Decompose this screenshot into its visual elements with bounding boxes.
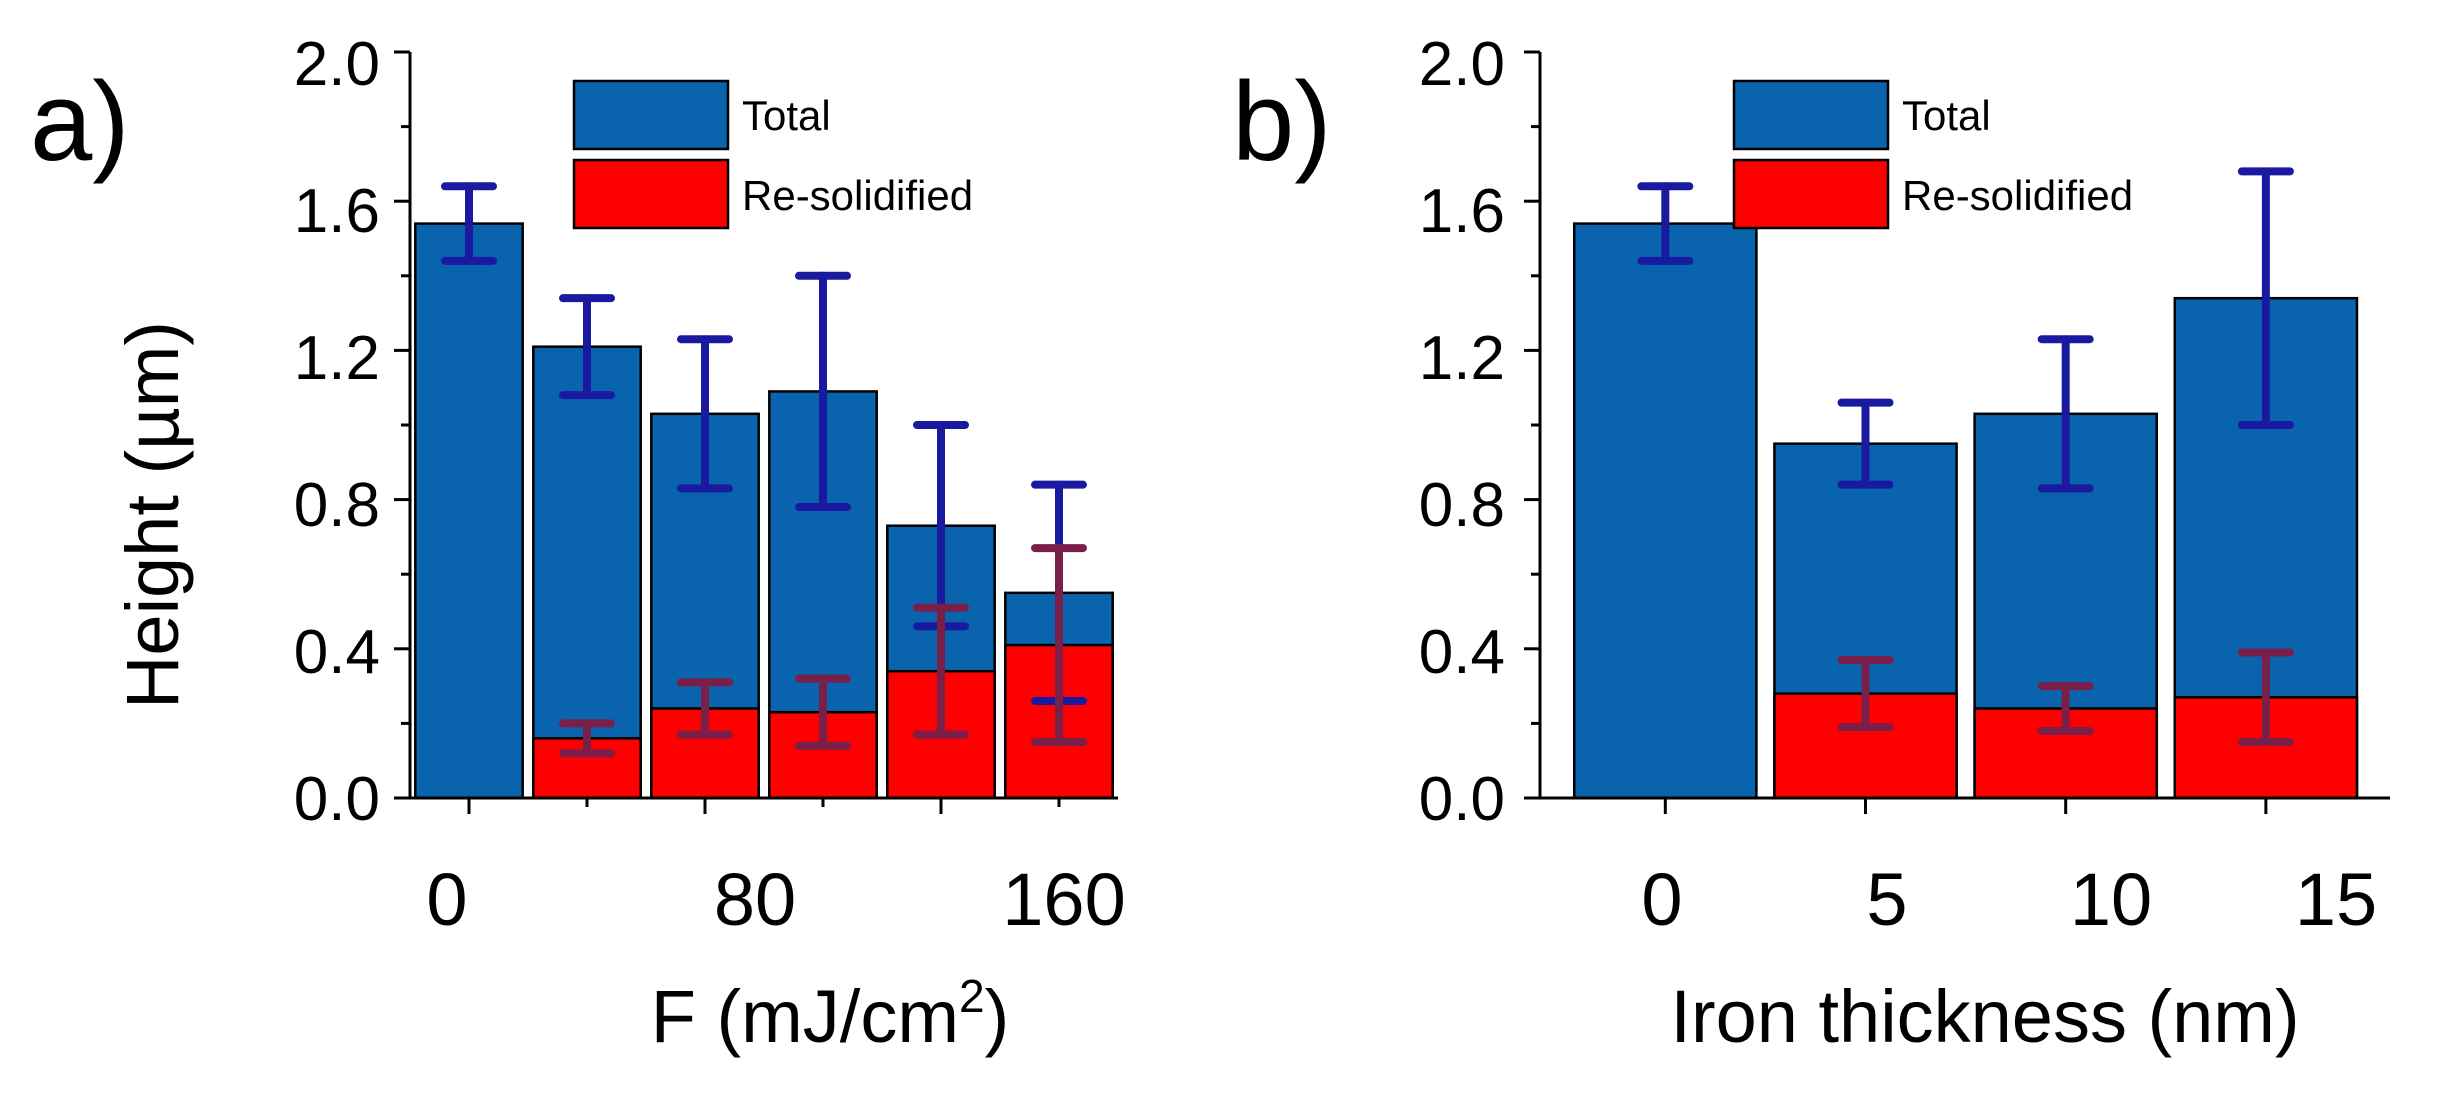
panel-b-error-bar-resolidified: [2237, 648, 2294, 747]
panel-b-error-bar-total: [2237, 167, 2294, 429]
panel-b-x-tick-label: 5: [1866, 858, 1907, 941]
panel-b-y-tick-label: 0.0: [1419, 765, 1505, 834]
panel-a-x-axis-title-tail: ): [985, 975, 1010, 1058]
panel-a-legend-swatch-total: [572, 79, 730, 151]
panel-b-legend: Total Re-solidified: [1732, 79, 2133, 230]
panel-a-legend-label-resolidified: Re-solidified: [742, 172, 973, 219]
panel-a-error-bar-resolidified: [913, 603, 969, 739]
panel-b-legend-label-total: Total: [1902, 92, 1991, 139]
panel-a-y-tick-label: 0.8: [294, 471, 380, 540]
panel-b-x-tick-label: 15: [2295, 858, 2377, 941]
panel-a-y-tick-label: 2.0: [294, 30, 380, 99]
panel-a-y-tick-label: 1.2: [294, 324, 380, 393]
panel-a-error-bar-total: [677, 335, 733, 493]
panel-b-y-tick-label: 0.8: [1419, 471, 1505, 540]
panel-a-legend-swatch-resolidified: [572, 158, 730, 230]
panel-a: a) Height (µm) 2.0 1.6 1.2 0.8 0.4 0.0 0…: [30, 30, 1126, 1058]
panel-a-y-tick-label: 1.6: [294, 177, 380, 246]
panel-a-y-tick-label: 0.4: [294, 618, 380, 687]
panel-a-error-bar-resolidified: [1031, 544, 1087, 747]
panel-a-error-bar-resolidified: [795, 674, 851, 750]
panel-b-error-bar-total: [1637, 182, 1694, 265]
panel-b-y-tick-label: 2.0: [1419, 30, 1505, 99]
panel-b-x-tick-label: 10: [2070, 858, 2152, 941]
panel-b-x-axis-title: Iron thickness (nm): [1670, 975, 2299, 1058]
panel-a-x-axis-title: F (mJ/cm2): [651, 970, 1010, 1058]
panel-b-y-tick-label: 1.6: [1419, 177, 1505, 246]
panel-b-y-tick-label: 1.2: [1419, 324, 1505, 393]
panel-b-label: b): [1232, 59, 1332, 184]
panel-b-bar-total: [1572, 222, 1758, 800]
panel-b: b) 2.0 1.6 1.2 0.8 0.4 0.0 0 5 10 15 Iro…: [1232, 30, 2390, 1058]
panel-a-label: a): [30, 59, 130, 184]
panel-a-x-axis-title-superscript: 2: [959, 970, 985, 1022]
panel-a-x-tick-labels: 0 80 160: [426, 858, 1125, 941]
panel-b-legend-swatch-total: [1732, 79, 1890, 151]
panel-b-error-bar-total: [2037, 335, 2094, 493]
panel-a-y-tick-label: 0.0: [294, 765, 380, 834]
panel-a-error-bar-resolidified: [559, 719, 615, 758]
panel-a-error-bar-total: [559, 294, 615, 400]
panel-b-error-bar-resolidified: [1837, 655, 1894, 732]
panel-b-x-tick-labels: 0 5 10 15: [1641, 858, 2377, 941]
panel-a-y-tick-labels: 2.0 1.6 1.2 0.8 0.4 0.0: [294, 30, 380, 834]
panel-b-error-bar-total: [1837, 398, 1894, 489]
panel-b-y-tick-label: 0.4: [1419, 618, 1505, 687]
panel-a-x-tick-label: 160: [1002, 858, 1125, 941]
panel-a-y-axis-title: Height (µm): [111, 321, 194, 709]
panel-a-legend-label-total: Total: [742, 92, 831, 139]
panel-b-legend-label-resolidified: Re-solidified: [1902, 172, 2133, 219]
panel-a-error-bar-total: [441, 182, 497, 265]
panel-a-legend: Total Re-solidified: [572, 79, 973, 230]
panel-a-x-axis-title-main: F (mJ/cm: [651, 975, 959, 1058]
panel-b-legend-swatch-resolidified: [1732, 158, 1890, 230]
panel-a-error-bar-total: [795, 271, 851, 512]
panel-a-x-tick-label: 0: [426, 858, 467, 941]
panel-b-error-bar-resolidified: [2037, 682, 2094, 735]
panel-a-x-tick-label: 80: [714, 858, 796, 941]
panel-a-bar-total: [414, 222, 524, 800]
panel-b-x-tick-label: 0: [1641, 858, 1682, 941]
panel-a-error-bar-resolidified: [677, 678, 733, 739]
panel-b-y-tick-labels: 2.0 1.6 1.2 0.8 0.4 0.0: [1419, 30, 1505, 834]
